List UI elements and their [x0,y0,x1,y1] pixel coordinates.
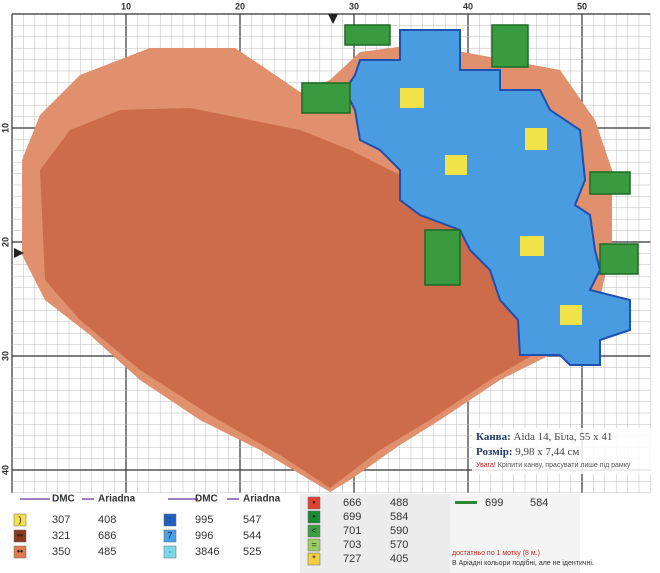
center-arrow [14,248,24,258]
legend-dmc: 703 [343,539,361,551]
legend-swatch [307,510,321,524]
legend-ariadna: 405 [390,553,408,565]
legend-dmc: 3846 [195,546,219,558]
flower-center [525,128,547,150]
legend-swatch [307,524,321,538]
column-number: 50 [577,1,587,11]
legend-header: Ariadna [98,494,136,505]
leaf [491,24,529,68]
legend-swatch [13,513,27,527]
legend-dmc: 701 [343,525,361,537]
legend-dmc: 307 [52,514,70,526]
legend-dmc: 666 [343,497,361,509]
legend-symbol: • [312,497,315,507]
legend-ariadna: 547 [243,514,261,526]
legend-bg-gray [300,494,450,573]
legend-ariadna: 584 [390,511,408,523]
legend-header: DMC [52,494,75,505]
legend-swatch [163,529,177,543]
legend-symbol: * [312,553,316,563]
flower-center [520,236,544,256]
legend-swatch [163,513,177,527]
legend-dmc: 727 [343,553,361,565]
legend-ariadna: 590 [390,525,408,537]
leaf [589,171,631,195]
legend-ariadna: 485 [98,546,116,558]
legend-dmc: 995 [195,514,213,526]
legend-dmc: 321 [52,530,70,542]
legend-symbol: < [311,525,316,535]
info-note: Увага! Кріпити канву, прасувати лише під… [476,461,631,469]
row-number: 30 [0,351,10,361]
row-number: 20 [0,237,10,247]
legend-symbol: = [311,539,316,549]
legend-ariadna: 686 [98,530,116,542]
legend-swatch [307,552,321,566]
legend-ariadna: 488 [390,497,408,509]
legend-header: Ariadna [243,494,281,505]
legend-symbol: 7 [167,530,172,540]
footnote: достатньо по 1 мотку (8 м.) [452,550,540,557]
legend-ariadna: 525 [243,546,261,558]
leaf [424,229,461,286]
legend-swatch [163,545,177,559]
flower-center [560,305,582,325]
legend-symbol: • [312,511,315,521]
column-number: 10 [121,1,131,11]
legend-ariadna: 544 [243,530,261,542]
row-number: 40 [0,465,10,475]
flower-center [445,155,467,175]
column-number: 30 [349,1,359,11]
legend-dmc: 699 [485,497,503,509]
info-canvas: Канва: Aida 14, Біла, 55 x 41 [476,431,612,443]
legend-dmc: 996 [195,530,213,542]
legend-ariadna: 408 [98,514,116,526]
flowers [343,29,631,366]
center-arrow [328,14,338,24]
legend-line-swatch [455,501,477,504]
legend-symbol: •• [17,546,23,556]
legend-header: DMC [195,494,218,505]
legend-symbol: ) [19,514,22,524]
legend-swatch [13,529,27,543]
legend-dmc: 699 [343,511,361,523]
legend-bg-gray [450,494,580,573]
row-number: 10 [0,123,10,133]
info-box [472,428,658,474]
info-size: Розмір: 9,98 x 7,44 см [476,446,579,458]
legend-dmc: 350 [52,546,70,558]
artwork [14,14,639,492]
legend-symbol: : [169,514,172,524]
footnote: В Аріадні кольори подібні, але не іденти… [452,559,594,567]
leaf [344,24,391,46]
leaf [599,243,639,275]
legend-swatch [307,496,321,510]
legend-symbol: · [169,546,172,556]
legend: DMC Ariadna DMC Ariadna) 307 408•• 321 686•• 350… [13,494,548,566]
column-number: 20 [235,1,245,11]
column-number: 40 [463,1,473,11]
legend-ariadna: 584 [530,497,548,509]
leaf [301,82,351,114]
legend-symbol: •• [17,530,23,540]
legend-ariadna: 570 [390,539,408,551]
legend-swatch [13,545,27,559]
flower-center [400,88,424,108]
legend-swatch [307,538,321,552]
